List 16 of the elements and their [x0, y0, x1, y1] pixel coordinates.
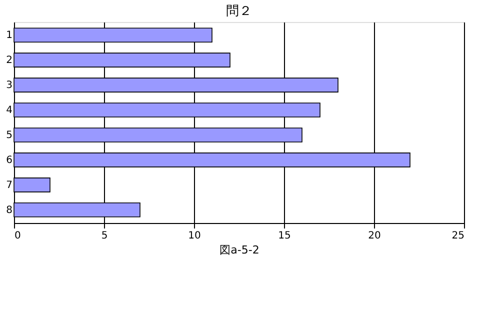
x-tick-label: 15 [278, 230, 291, 242]
x-tick-label: 10 [188, 230, 201, 242]
y-tick-label: 2 [6, 55, 12, 66]
x-tick-label: 5 [101, 230, 108, 242]
x-tick-label: 20 [368, 230, 381, 242]
chart-title: 問２ [226, 4, 252, 19]
y-tick-label: 5 [6, 130, 12, 141]
y-tick-label: 7 [6, 180, 12, 191]
y-tick-label: 3 [6, 80, 12, 92]
x-axis-title: 図a-5-2 [220, 244, 260, 256]
y-tick-label: 1 [6, 30, 12, 42]
y-tick-label: 6 [6, 154, 12, 166]
x-tick-label: 0 [14, 230, 21, 242]
y-tick-label: 4 [6, 105, 12, 116]
x-tick-label: 25 [452, 230, 464, 242]
y-tick-label: 8 [6, 204, 12, 216]
